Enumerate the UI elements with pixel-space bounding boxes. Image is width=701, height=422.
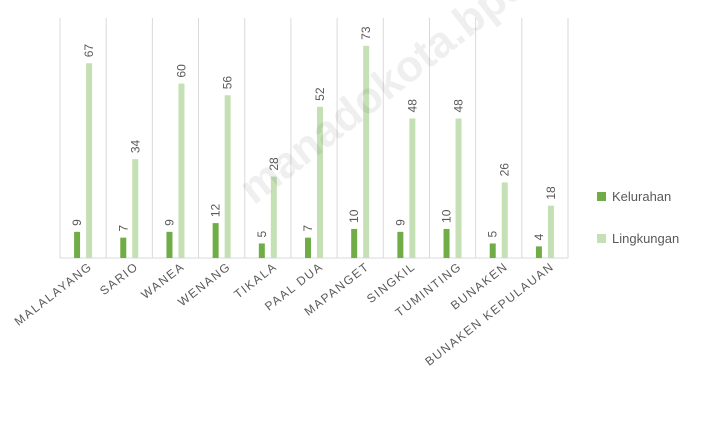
bar-lingkungan bbox=[501, 182, 508, 258]
legend-swatch-kelurahan bbox=[597, 191, 606, 201]
legend-swatch-lingkungan bbox=[597, 233, 606, 243]
bar-kelurahan bbox=[212, 223, 219, 258]
category-label: MALALAYANG bbox=[12, 259, 95, 328]
bar-lingkungan bbox=[547, 205, 554, 258]
data-label-lingkungan: 26 bbox=[498, 163, 512, 177]
data-label-lingkungan: 52 bbox=[313, 87, 327, 101]
bar-kelurahan bbox=[443, 228, 450, 258]
data-label-lingkungan: 48 bbox=[405, 99, 419, 113]
bar-lingkungan bbox=[224, 95, 231, 258]
bar-lingkungan bbox=[409, 118, 416, 258]
bar-lingkungan bbox=[455, 118, 462, 258]
data-label-kelurahan: 5 bbox=[486, 230, 500, 237]
bar-kelurahan bbox=[351, 228, 358, 258]
data-label-kelurahan: 9 bbox=[70, 219, 84, 226]
data-label-kelurahan: 4 bbox=[532, 233, 546, 240]
bar-kelurahan bbox=[305, 237, 311, 258]
data-label-kelurahan: 10 bbox=[440, 209, 454, 223]
bar-kelurahan bbox=[397, 231, 404, 258]
bar-kelurahan bbox=[535, 246, 542, 258]
bar-lingkungan bbox=[132, 159, 139, 258]
data-label-lingkungan: 60 bbox=[174, 64, 188, 78]
data-label-lingkungan: 28 bbox=[267, 157, 281, 171]
bar-lingkungan bbox=[363, 45, 370, 259]
bar-lingkungan bbox=[270, 176, 277, 258]
bar-kelurahan bbox=[258, 243, 265, 258]
bar-kelurahan bbox=[120, 237, 127, 258]
data-label-lingkungan: 56 bbox=[221, 76, 235, 90]
data-label-lingkungan: 73 bbox=[359, 26, 373, 40]
category-label: SARIO bbox=[97, 259, 141, 298]
data-label-kelurahan: 9 bbox=[393, 219, 407, 226]
legend-item-kelurahan: Kelurahan bbox=[597, 186, 679, 206]
bar-lingkungan bbox=[178, 83, 185, 258]
data-label-kelurahan: 12 bbox=[209, 203, 223, 217]
data-label-lingkungan: 48 bbox=[452, 99, 466, 113]
bar-kelurahan bbox=[166, 231, 173, 258]
bar-kelurahan bbox=[489, 243, 496, 258]
legend-label-lingkungan: Lingkungan bbox=[612, 230, 680, 246]
data-label-kelurahan: 10 bbox=[347, 209, 361, 223]
bar-kelurahan bbox=[74, 231, 81, 258]
legend: Kelurahan Lingkungan bbox=[597, 186, 679, 270]
data-label-kelurahan: 7 bbox=[301, 225, 315, 232]
data-label-kelurahan: 5 bbox=[255, 230, 269, 237]
legend-label-kelurahan: Kelurahan bbox=[612, 188, 672, 204]
legend-item-lingkungan: Lingkungan bbox=[597, 228, 679, 248]
data-label-lingkungan: 34 bbox=[128, 139, 142, 153]
data-label-lingkungan: 67 bbox=[82, 44, 96, 58]
data-label-lingkungan: 18 bbox=[544, 186, 558, 200]
bar-lingkungan bbox=[317, 106, 323, 258]
data-label-kelurahan: 7 bbox=[116, 225, 130, 232]
data-label-kelurahan: 9 bbox=[162, 219, 176, 226]
bar-lingkungan bbox=[86, 63, 93, 259]
